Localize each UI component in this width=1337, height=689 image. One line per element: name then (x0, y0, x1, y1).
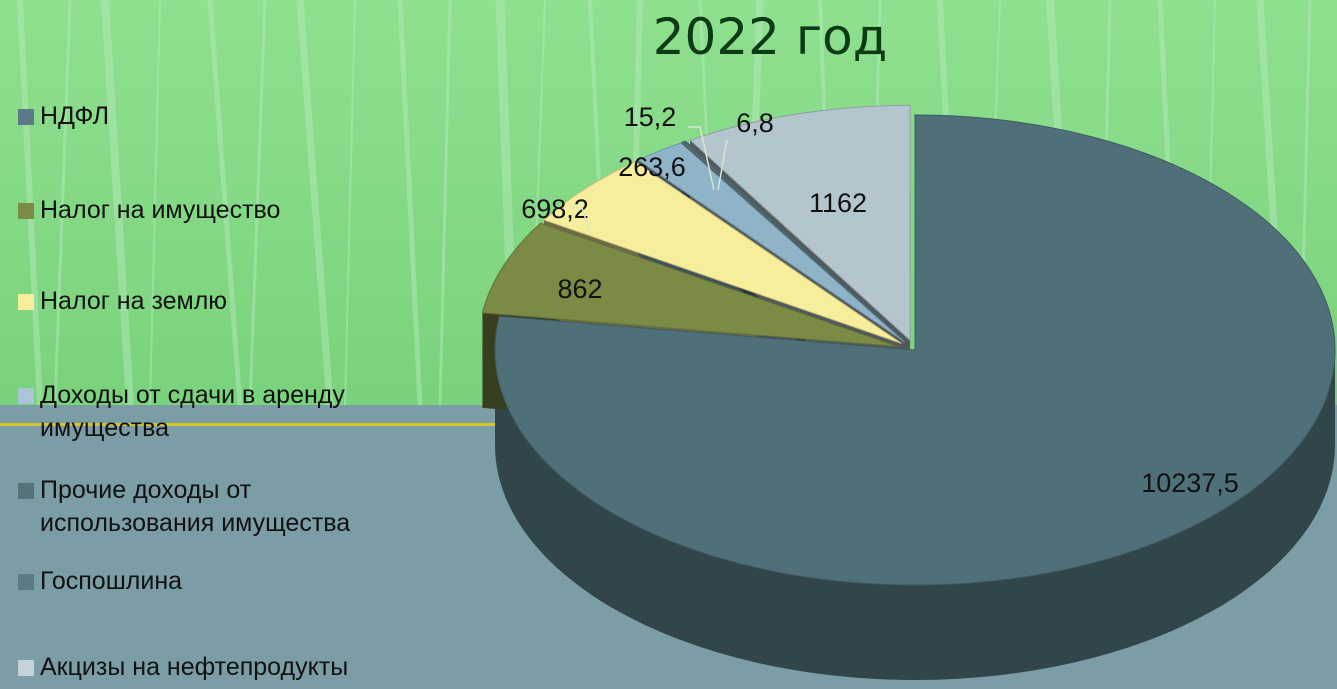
legend-swatch (18, 109, 34, 125)
legend-item: Акцизы на нефтепродукты (18, 651, 348, 684)
legend-swatch (18, 388, 34, 404)
legend-swatch (18, 574, 34, 590)
legend-label: НДФЛ (40, 102, 110, 130)
leader-lines (570, 126, 728, 233)
legend-label: Госпошлина (40, 567, 183, 595)
pie-slice (689, 104, 911, 342)
data-label: 10237,5 (1141, 468, 1239, 498)
legend-item: Прочие доходы от использования имущества (18, 474, 408, 540)
legend-label: Акцизы на нефтепродукты (40, 653, 349, 681)
pie-slice (481, 222, 899, 348)
legend-label: Налог на имущество (40, 196, 281, 224)
legend-item: Налог на имущество (18, 194, 280, 227)
legend-swatch (18, 294, 34, 310)
pie-slice (683, 140, 906, 342)
legend-swatch (18, 483, 34, 499)
chart-title: 2022 год (652, 8, 888, 66)
legend-swatch (18, 203, 34, 219)
legend-item: Госпошлина (18, 565, 182, 598)
pie-slice (494, 114, 1336, 586)
legend-item: Доходы от сдачи в аренду имущества (18, 379, 398, 445)
data-label: 1162 (809, 188, 867, 218)
data-label: 698,2 (521, 194, 589, 224)
data-label: 6,8 (736, 108, 774, 138)
data-label: 862 (557, 274, 602, 304)
pie-tops (481, 104, 1336, 586)
leader-line (717, 139, 728, 191)
data-labels: 10237,5 862 698,2 263,6 15,2 6,8 1162 (521, 102, 1239, 498)
leader-line (688, 126, 715, 191)
pie-slice (543, 161, 902, 344)
data-label: 15,2 (624, 102, 677, 132)
divider-line (0, 423, 520, 426)
legend-label: Доходы от сдачи в аренду имущества (40, 381, 345, 442)
legend-item: Налог на землю (18, 285, 227, 318)
legend-item: НДФЛ (18, 100, 109, 133)
legend-label: Прочие доходы от использования имущества (40, 476, 351, 537)
leader-line (570, 207, 591, 233)
pie-slice (637, 142, 905, 343)
legend-swatch (18, 660, 34, 676)
pie-slice-side (495, 350, 1335, 680)
legend-label: Налог на землю (40, 287, 228, 315)
data-label: 263,6 (618, 152, 686, 182)
